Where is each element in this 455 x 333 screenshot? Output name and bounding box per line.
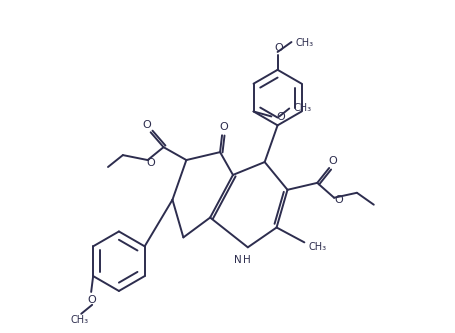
Text: O: O: [88, 295, 96, 305]
Text: O: O: [146, 158, 155, 168]
Text: CH₃: CH₃: [295, 38, 313, 48]
Text: N: N: [234, 255, 242, 265]
Text: CH₃: CH₃: [293, 104, 311, 114]
Text: O: O: [142, 120, 151, 130]
Text: O: O: [220, 122, 228, 132]
Text: O: O: [276, 113, 285, 123]
Text: O: O: [274, 43, 283, 53]
Text: O: O: [335, 195, 344, 205]
Text: O: O: [329, 156, 338, 166]
Text: CH₃: CH₃: [308, 242, 326, 252]
Text: CH₃: CH₃: [70, 315, 88, 325]
Text: H: H: [243, 255, 251, 265]
